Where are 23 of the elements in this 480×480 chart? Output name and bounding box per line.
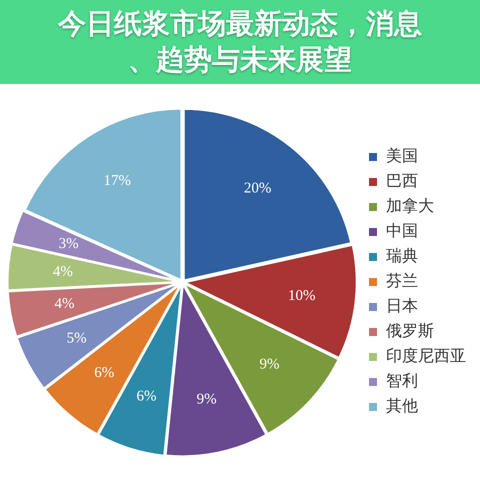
legend-label: 中国 — [386, 222, 418, 240]
data-label: 10% — [288, 288, 316, 304]
data-label: 3% — [58, 236, 79, 252]
data-label: 20% — [244, 180, 272, 196]
legend-label: 日本 — [386, 297, 418, 316]
chart-title: 今日纸浆市场最新动态，消息、趋势与未来展望 — [0, 0, 480, 84]
data-label: 4% — [54, 296, 75, 312]
legend-label: 瑞典 — [386, 247, 418, 266]
legend-label: 其他 — [386, 397, 418, 416]
data-label: 6% — [136, 388, 157, 404]
legend-label: 加拿大 — [386, 197, 434, 216]
legend-label: 印度尼西亚 — [386, 347, 466, 366]
legend-label: 美国 — [386, 147, 418, 166]
data-label: 9% — [260, 356, 280, 373]
data-label: 6% — [94, 365, 114, 382]
legend-label: 智利 — [386, 372, 418, 390]
legend-label: 俄罗斯 — [386, 322, 434, 340]
data-label: 4% — [52, 264, 73, 280]
data-label: 9% — [196, 392, 217, 408]
data-label: 5% — [66, 330, 87, 346]
legend-label: 巴西 — [386, 173, 418, 190]
data-label: 17% — [104, 173, 132, 190]
legend-label: 芬兰 — [386, 272, 418, 290]
